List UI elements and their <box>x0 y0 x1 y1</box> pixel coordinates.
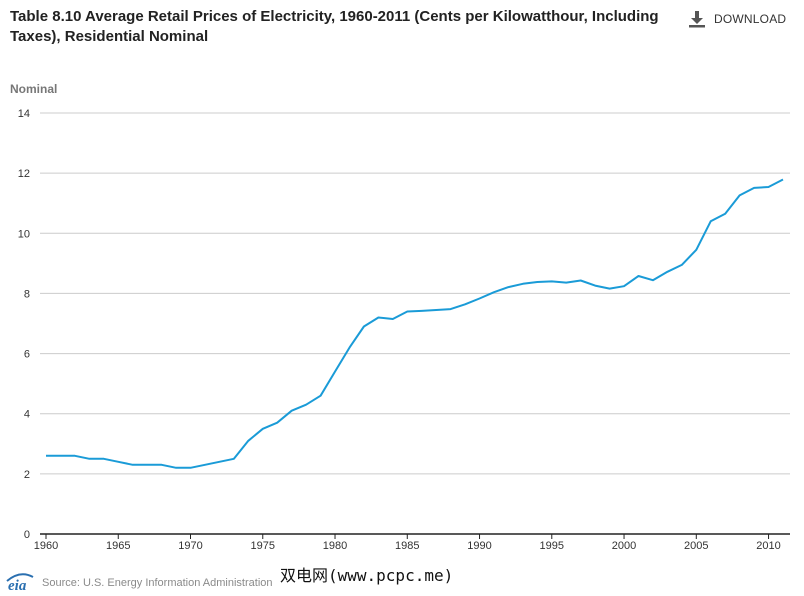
x-tick-1985: 1985 <box>395 540 419 552</box>
footer: eia Source: U.S. Energy Information Admi… <box>4 568 273 592</box>
x-tick-1980: 1980 <box>323 540 347 552</box>
x-tick-1995: 1995 <box>540 540 564 552</box>
y-tick-14: 14 <box>18 108 30 120</box>
y-tick-0: 0 <box>24 529 30 541</box>
y-tick-8: 8 <box>24 288 30 300</box>
x-tick-2010: 2010 <box>756 540 780 552</box>
x-tick-2005: 2005 <box>684 540 708 552</box>
series-layer <box>46 178 784 469</box>
download-label: DOWNLOAD <box>714 12 787 26</box>
grid-lines <box>40 112 790 535</box>
x-tick-1975: 1975 <box>251 540 275 552</box>
chart-title: Table 8.10 Average Retail Prices of Elec… <box>10 8 659 45</box>
y-tick-labels: 0 2 4 6 8 10 12 14 <box>18 108 30 541</box>
y-tick-10: 10 <box>18 228 30 240</box>
x-tick-1970: 1970 <box>178 540 202 552</box>
series-line-0 <box>46 178 784 469</box>
eia-logo-icon: eia <box>6 573 34 592</box>
y-axis-label: Nominal <box>10 82 57 96</box>
x-tick-1965: 1965 <box>106 540 130 552</box>
x-tick-labels: 1960 1965 1970 1975 1980 1985 1990 1995 2000 2005… <box>34 534 781 552</box>
y-tick-6: 6 <box>24 349 30 361</box>
y-tick-2: 2 <box>24 469 30 481</box>
source-text: Source: U.S. Energy Information Administ… <box>42 577 273 589</box>
y-tick-12: 12 <box>18 168 30 180</box>
y-tick-4: 4 <box>24 409 30 421</box>
x-tick-2000: 2000 <box>612 540 636 552</box>
download-icon <box>689 11 705 28</box>
download-button[interactable]: DOWNLOAD <box>688 10 786 28</box>
watermark-text: 双电网(www.pcpc.me) <box>280 566 454 585</box>
x-tick-1960: 1960 <box>34 540 58 552</box>
x-tick-1990: 1990 <box>467 540 491 552</box>
svg-text:eia: eia <box>8 578 27 592</box>
